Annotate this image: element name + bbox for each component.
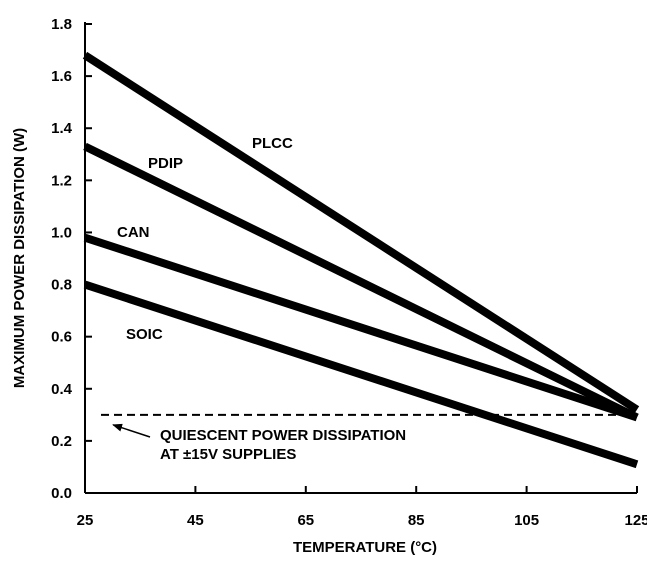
annotation-text-line: AT ±15V SUPPLIES: [160, 446, 296, 463]
annotation-text-line: QUIESCENT POWER DISSIPATION: [160, 427, 406, 444]
axes: [84, 22, 637, 494]
y-tick-label: 1.2: [51, 172, 72, 189]
y-tick-label: 1.8: [51, 16, 72, 33]
y-tick-label: 0.4: [51, 381, 73, 398]
series-labels: PLCC PDIP CAN SOIC: [117, 135, 293, 343]
series-label-plcc: PLCC: [252, 135, 293, 152]
x-axis-label: TEMPERATURE (°C): [293, 539, 437, 556]
series-line-plcc: [82, 51, 640, 413]
y-tick-label: 1.4: [51, 120, 73, 137]
series-label-pdip: PDIP: [148, 155, 183, 172]
series-line-soic: [83, 280, 639, 469]
series-label-can: CAN: [117, 224, 150, 241]
x-tick-label: 105: [514, 512, 539, 529]
x-ticks: 25 45 65 85 105 125: [77, 486, 647, 529]
x-tick-label: 25: [77, 512, 94, 529]
y-axis-label: MAXIMUM POWER DISSIPATION (W): [11, 128, 28, 388]
y-tick-label: 1.6: [51, 68, 72, 85]
series-line-pdip: [83, 142, 639, 422]
y-ticks: 0.0 0.2 0.4 0.6 0.8 1.0 1.2 1.4 1.6 1.8: [51, 16, 92, 502]
y-tick-label: 1.0: [51, 224, 72, 241]
annotation-group: QUIESCENT POWER DISSIPATION AT ±15V SUPPL…: [112, 423, 406, 463]
x-tick-label: 85: [408, 512, 425, 529]
series-line-can: [83, 233, 639, 422]
annotation-arrow: [112, 423, 151, 438]
y-tick-label: 0.6: [51, 329, 72, 346]
series-label-soic: SOIC: [126, 326, 163, 343]
y-tick-label: 0.0: [51, 485, 72, 502]
y-tick-label: 0.2: [51, 433, 72, 450]
x-tick-label: 65: [297, 512, 314, 529]
x-tick-label: 45: [187, 512, 204, 529]
x-tick-label: 125: [624, 512, 647, 529]
series-group: [82, 51, 640, 469]
y-tick-label: 0.8: [51, 277, 72, 294]
